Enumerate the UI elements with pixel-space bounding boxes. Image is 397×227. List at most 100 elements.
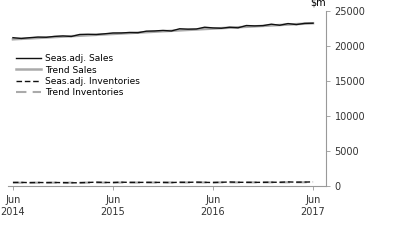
Trend Inventories — [136, 181, 141, 184]
Seas.adj. Sales — [119, 32, 124, 34]
Seas.adj. Inventories — [286, 180, 291, 183]
Trend Sales — [202, 28, 207, 30]
Seas.adj. Sales — [186, 28, 191, 30]
Seas.adj. Sales — [52, 35, 57, 38]
Seas.adj. Inventories — [169, 181, 174, 184]
Trend Sales — [111, 33, 116, 35]
Trend Inventories — [19, 181, 24, 184]
Seas.adj. Inventories — [144, 181, 149, 184]
Seas.adj. Sales — [27, 36, 32, 39]
Seas.adj. Sales — [219, 27, 224, 30]
Seas.adj. Inventories — [27, 181, 32, 184]
Trend Sales — [19, 37, 24, 40]
Trend Inventories — [36, 181, 40, 184]
Trend Inventories — [61, 181, 66, 184]
Seas.adj. Sales — [169, 30, 174, 32]
Line: Seas.adj. Inventories: Seas.adj. Inventories — [13, 182, 313, 183]
Trend Inventories — [286, 181, 291, 184]
Seas.adj. Sales — [69, 35, 74, 38]
Seas.adj. Inventories — [311, 180, 316, 183]
Trend Sales — [52, 36, 57, 38]
Seas.adj. Inventories — [86, 181, 91, 184]
Legend: Seas.adj. Sales, Trend Sales, Seas.adj. Inventories, Trend Inventories: Seas.adj. Sales, Trend Sales, Seas.adj. … — [15, 54, 140, 97]
Trend Inventories — [27, 181, 32, 184]
Trend Sales — [69, 35, 74, 37]
Seas.adj. Sales — [278, 24, 282, 27]
Seas.adj. Inventories — [194, 181, 199, 183]
Trend Inventories — [278, 181, 282, 184]
Seas.adj. Inventories — [152, 181, 157, 184]
Seas.adj. Sales — [127, 31, 132, 34]
Trend Inventories — [294, 181, 299, 184]
Trend Inventories — [211, 181, 216, 184]
Seas.adj. Sales — [303, 22, 307, 25]
Trend Sales — [36, 37, 40, 39]
Trend Sales — [278, 24, 282, 26]
Seas.adj. Inventories — [119, 181, 124, 184]
Seas.adj. Sales — [86, 33, 91, 36]
Trend Inventories — [94, 181, 99, 184]
Trend Inventories — [11, 181, 15, 184]
Seas.adj. Inventories — [77, 181, 82, 184]
Seas.adj. Inventories — [111, 181, 116, 184]
Trend Inventories — [144, 181, 149, 184]
Trend Sales — [44, 36, 49, 39]
Seas.adj. Sales — [286, 22, 291, 25]
Trend Sales — [269, 24, 274, 27]
Trend Inventories — [152, 181, 157, 184]
Seas.adj. Inventories — [244, 181, 249, 184]
Seas.adj. Sales — [177, 27, 182, 30]
Trend Sales — [252, 25, 257, 28]
Seas.adj. Sales — [111, 32, 116, 34]
Trend Inventories — [169, 181, 174, 184]
Seas.adj. Sales — [102, 32, 107, 35]
Trend Sales — [94, 34, 99, 36]
Line: Trend Inventories: Trend Inventories — [13, 182, 313, 183]
Seas.adj. Inventories — [19, 181, 24, 184]
Trend Sales — [177, 29, 182, 32]
Seas.adj. Inventories — [236, 181, 241, 184]
Seas.adj. Inventories — [252, 181, 257, 184]
Seas.adj. Inventories — [52, 181, 57, 184]
Seas.adj. Sales — [311, 22, 316, 25]
Seas.adj. Sales — [269, 23, 274, 25]
Seas.adj. Sales — [44, 36, 49, 39]
Seas.adj. Sales — [211, 27, 216, 29]
Trend Sales — [27, 37, 32, 40]
Trend Sales — [102, 33, 107, 36]
Trend Inventories — [252, 181, 257, 184]
Trend Inventories — [236, 181, 241, 184]
Trend Inventories — [111, 181, 116, 184]
Seas.adj. Inventories — [36, 181, 40, 184]
Trend Inventories — [77, 181, 82, 184]
Trend Inventories — [161, 181, 166, 184]
Seas.adj. Sales — [77, 33, 82, 36]
Seas.adj. Inventories — [219, 181, 224, 184]
Trend Inventories — [219, 181, 224, 184]
Trend Inventories — [303, 181, 307, 184]
Seas.adj. Sales — [61, 35, 66, 37]
Seas.adj. Inventories — [202, 181, 207, 184]
Seas.adj. Inventories — [303, 181, 307, 183]
Seas.adj. Sales — [244, 24, 249, 27]
Trend Inventories — [202, 181, 207, 184]
Trend Sales — [227, 26, 232, 29]
Seas.adj. Sales — [152, 30, 157, 32]
Trend Sales — [311, 22, 316, 25]
Trend Sales — [244, 25, 249, 28]
Seas.adj. Sales — [144, 30, 149, 32]
Trend Inventories — [69, 181, 74, 184]
Trend Sales — [127, 32, 132, 35]
Trend Sales — [194, 28, 199, 31]
Seas.adj. Sales — [194, 28, 199, 30]
Seas.adj. Inventories — [269, 181, 274, 184]
Trend Sales — [11, 38, 15, 41]
Seas.adj. Sales — [261, 24, 266, 27]
Trend Sales — [261, 25, 266, 27]
Seas.adj. Sales — [252, 25, 257, 27]
Trend Inventories — [177, 181, 182, 184]
Trend Inventories — [244, 181, 249, 184]
Seas.adj. Sales — [36, 36, 40, 38]
Trend Sales — [219, 27, 224, 30]
Trend Inventories — [269, 181, 274, 184]
